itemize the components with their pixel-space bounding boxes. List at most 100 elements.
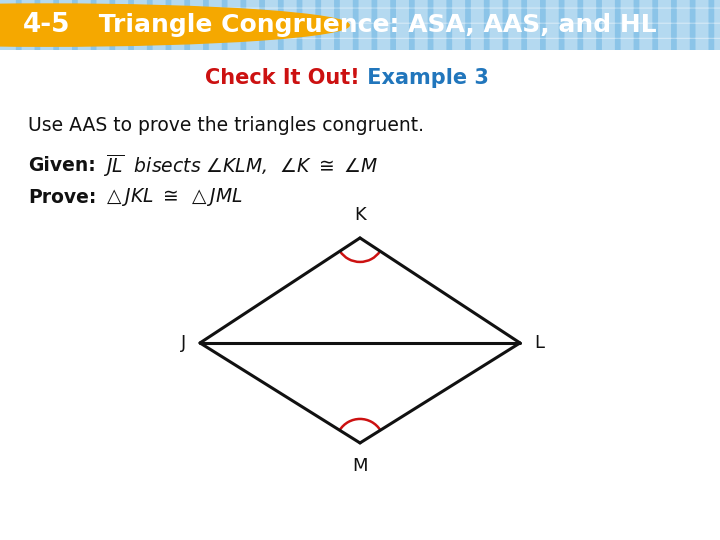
FancyBboxPatch shape — [577, 38, 602, 53]
FancyBboxPatch shape — [35, 8, 59, 23]
FancyBboxPatch shape — [428, 23, 452, 38]
FancyBboxPatch shape — [278, 8, 302, 23]
FancyBboxPatch shape — [147, 0, 171, 8]
FancyBboxPatch shape — [53, 8, 78, 23]
FancyBboxPatch shape — [540, 8, 564, 23]
FancyBboxPatch shape — [465, 8, 490, 23]
FancyBboxPatch shape — [596, 8, 621, 23]
FancyBboxPatch shape — [652, 38, 677, 53]
FancyBboxPatch shape — [203, 38, 228, 53]
FancyBboxPatch shape — [390, 38, 415, 53]
FancyBboxPatch shape — [147, 8, 171, 23]
Text: Use AAS to prove the triangles congruent.: Use AAS to prove the triangles congruent… — [28, 116, 424, 134]
FancyBboxPatch shape — [465, 23, 490, 38]
FancyBboxPatch shape — [0, 38, 22, 53]
FancyBboxPatch shape — [0, 23, 22, 38]
FancyBboxPatch shape — [240, 0, 265, 8]
FancyBboxPatch shape — [334, 23, 359, 38]
FancyBboxPatch shape — [540, 38, 564, 53]
FancyBboxPatch shape — [465, 0, 490, 8]
FancyBboxPatch shape — [109, 23, 134, 38]
FancyBboxPatch shape — [91, 23, 115, 38]
FancyBboxPatch shape — [91, 0, 115, 8]
Text: 4-5: 4-5 — [23, 12, 71, 38]
FancyBboxPatch shape — [147, 38, 171, 53]
FancyBboxPatch shape — [540, 23, 564, 38]
FancyBboxPatch shape — [72, 8, 96, 23]
Text: Triangle Congruence: ASA, AAS, and HL: Triangle Congruence: ASA, AAS, and HL — [90, 13, 657, 37]
FancyBboxPatch shape — [390, 23, 415, 38]
FancyBboxPatch shape — [147, 23, 171, 38]
FancyBboxPatch shape — [484, 23, 508, 38]
FancyBboxPatch shape — [184, 8, 209, 23]
FancyBboxPatch shape — [222, 23, 246, 38]
FancyBboxPatch shape — [559, 8, 583, 23]
Text: M: M — [352, 457, 368, 475]
FancyBboxPatch shape — [428, 38, 452, 53]
Text: bisects $\angle$KLM,  $\angle$K $\cong$ $\angle$M: bisects $\angle$KLM, $\angle$K $\cong$ $… — [128, 155, 378, 176]
FancyBboxPatch shape — [203, 23, 228, 38]
FancyBboxPatch shape — [353, 8, 377, 23]
FancyBboxPatch shape — [708, 38, 720, 53]
FancyBboxPatch shape — [390, 8, 415, 23]
FancyBboxPatch shape — [315, 8, 340, 23]
FancyBboxPatch shape — [690, 23, 714, 38]
FancyBboxPatch shape — [577, 0, 602, 8]
FancyBboxPatch shape — [91, 38, 115, 53]
FancyBboxPatch shape — [203, 0, 228, 8]
FancyBboxPatch shape — [446, 23, 471, 38]
FancyBboxPatch shape — [259, 0, 284, 8]
Text: Holt Geometry: Holt Geometry — [11, 517, 125, 531]
FancyBboxPatch shape — [16, 23, 40, 38]
FancyBboxPatch shape — [615, 0, 639, 8]
FancyBboxPatch shape — [109, 8, 134, 23]
Text: L: L — [534, 334, 544, 352]
FancyBboxPatch shape — [577, 8, 602, 23]
FancyBboxPatch shape — [353, 0, 377, 8]
FancyBboxPatch shape — [484, 0, 508, 8]
FancyBboxPatch shape — [128, 8, 153, 23]
FancyBboxPatch shape — [203, 8, 228, 23]
FancyBboxPatch shape — [278, 38, 302, 53]
FancyBboxPatch shape — [708, 0, 720, 8]
FancyBboxPatch shape — [0, 8, 22, 23]
FancyBboxPatch shape — [166, 38, 190, 53]
FancyBboxPatch shape — [166, 23, 190, 38]
FancyBboxPatch shape — [521, 23, 546, 38]
FancyBboxPatch shape — [372, 0, 396, 8]
FancyBboxPatch shape — [184, 38, 209, 53]
FancyBboxPatch shape — [72, 38, 96, 53]
FancyBboxPatch shape — [72, 0, 96, 8]
FancyBboxPatch shape — [409, 23, 433, 38]
FancyBboxPatch shape — [409, 8, 433, 23]
FancyBboxPatch shape — [353, 23, 377, 38]
FancyBboxPatch shape — [166, 8, 190, 23]
FancyBboxPatch shape — [109, 38, 134, 53]
FancyBboxPatch shape — [559, 23, 583, 38]
FancyBboxPatch shape — [353, 38, 377, 53]
FancyBboxPatch shape — [615, 23, 639, 38]
FancyBboxPatch shape — [315, 23, 340, 38]
Text: Check It Out!: Check It Out! — [205, 68, 360, 88]
FancyBboxPatch shape — [446, 38, 471, 53]
Text: Example 3: Example 3 — [360, 68, 489, 88]
FancyBboxPatch shape — [334, 38, 359, 53]
FancyBboxPatch shape — [708, 23, 720, 38]
FancyBboxPatch shape — [16, 38, 40, 53]
FancyBboxPatch shape — [53, 23, 78, 38]
FancyBboxPatch shape — [91, 8, 115, 23]
FancyBboxPatch shape — [540, 0, 564, 8]
Text: Copyright © by Holt, Rinehart and Winston. All Rights Reserved.: Copyright © by Holt, Rinehart and Winsto… — [202, 519, 518, 529]
Text: K: K — [354, 206, 366, 224]
FancyBboxPatch shape — [297, 0, 321, 8]
FancyBboxPatch shape — [222, 0, 246, 8]
Text: J: J — [181, 334, 186, 352]
FancyBboxPatch shape — [184, 23, 209, 38]
FancyBboxPatch shape — [634, 38, 658, 53]
FancyBboxPatch shape — [334, 8, 359, 23]
FancyBboxPatch shape — [446, 8, 471, 23]
FancyBboxPatch shape — [708, 8, 720, 23]
FancyBboxPatch shape — [503, 8, 527, 23]
FancyBboxPatch shape — [184, 0, 209, 8]
Text: Given:: Given: — [28, 156, 96, 175]
